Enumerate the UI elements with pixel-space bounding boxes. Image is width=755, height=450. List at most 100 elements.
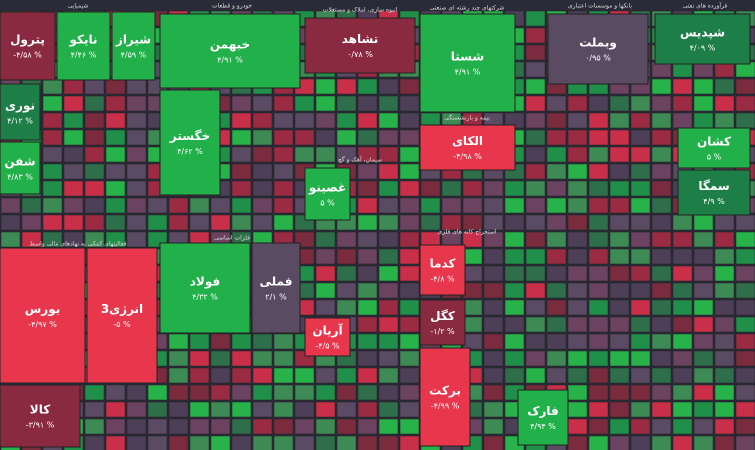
- tile: [0, 83, 41, 141]
- small-tile: [273, 163, 294, 180]
- small-tile: [651, 146, 672, 163]
- small-tile: [588, 197, 609, 214]
- small-tile: [252, 384, 273, 401]
- tile: [304, 17, 416, 74]
- small-tile: [84, 95, 105, 112]
- small-tile: [168, 367, 189, 384]
- small-tile: [189, 197, 210, 214]
- small-tile: [504, 282, 525, 299]
- small-tile: [315, 401, 336, 418]
- small-tile: [630, 299, 651, 316]
- small-tile: [126, 384, 147, 401]
- small-tile: [294, 95, 315, 112]
- small-tile: [336, 248, 357, 265]
- small-tile: [693, 418, 714, 435]
- small-tile: [252, 197, 273, 214]
- small-tile: [42, 163, 63, 180]
- tile-label: کالا: [30, 403, 50, 417]
- small-tile: [336, 299, 357, 316]
- small-tile: [315, 282, 336, 299]
- tile-change: ۴/۵۹ %: [121, 51, 147, 60]
- small-tile: [525, 129, 546, 146]
- small-tile: [147, 401, 168, 418]
- small-tile: [651, 299, 672, 316]
- small-tile: [588, 282, 609, 299]
- small-tile: [735, 95, 755, 112]
- small-tile: [315, 112, 336, 129]
- small-tile: [504, 316, 525, 333]
- small-tile: [210, 197, 231, 214]
- small-tile: [315, 231, 336, 248]
- small-tile: [231, 350, 252, 367]
- small-tile: [273, 384, 294, 401]
- small-tile: [672, 435, 693, 450]
- small-tile: [84, 384, 105, 401]
- small-tile: [231, 401, 252, 418]
- small-tile: [420, 214, 441, 231]
- small-tile: [126, 112, 147, 129]
- small-tile: [357, 418, 378, 435]
- small-tile: [252, 214, 273, 231]
- small-tile: [588, 180, 609, 197]
- small-tile: [651, 435, 672, 450]
- tile-change: -۴/۹۷ %: [28, 320, 57, 329]
- small-tile: [546, 129, 567, 146]
- small-tile: [399, 129, 420, 146]
- small-tile: [273, 95, 294, 112]
- small-tile: [168, 435, 189, 450]
- small-tile: [567, 350, 588, 367]
- small-tile: [378, 231, 399, 248]
- tile-label: کگل: [430, 309, 455, 323]
- small-tile: [651, 384, 672, 401]
- tile: [86, 247, 158, 384]
- small-tile: [609, 180, 630, 197]
- small-tile: [357, 95, 378, 112]
- small-tile: [378, 197, 399, 214]
- small-tile: [693, 333, 714, 350]
- small-tile: [609, 333, 630, 350]
- small-tile: [588, 435, 609, 450]
- small-tile: [42, 95, 63, 112]
- small-tile: [546, 316, 567, 333]
- small-tile: [588, 401, 609, 418]
- small-tile: [609, 265, 630, 282]
- small-tile: [630, 350, 651, 367]
- small-tile: [252, 418, 273, 435]
- small-tile: [504, 197, 525, 214]
- small-tile: [567, 333, 588, 350]
- tile-label: کدما: [430, 257, 456, 271]
- small-tile: [462, 248, 483, 265]
- small-tile: [525, 333, 546, 350]
- small-tile: [399, 163, 420, 180]
- small-tile: [651, 333, 672, 350]
- small-tile: [231, 197, 252, 214]
- tile-label: شفن: [4, 155, 35, 169]
- small-tile: [651, 163, 672, 180]
- small-tile: [651, 265, 672, 282]
- small-tile: [609, 350, 630, 367]
- tile-label: آریان: [312, 323, 343, 338]
- small-tile: [42, 214, 63, 231]
- small-tile: [231, 180, 252, 197]
- small-tile: [105, 112, 126, 129]
- small-tile: [84, 146, 105, 163]
- small-tile: [63, 163, 84, 180]
- small-tile: [546, 282, 567, 299]
- small-tile: [672, 367, 693, 384]
- small-tile: [567, 231, 588, 248]
- small-tile: [567, 180, 588, 197]
- small-tile: [735, 248, 755, 265]
- small-tile: [609, 112, 630, 129]
- small-tile: [252, 350, 273, 367]
- small-tile: [378, 78, 399, 95]
- tile-label: سمگا: [698, 179, 729, 193]
- small-tile: [609, 231, 630, 248]
- tile: [0, 384, 81, 448]
- small-tile: [735, 367, 755, 384]
- small-tile: [315, 367, 336, 384]
- small-tile: [378, 350, 399, 367]
- small-tile: [231, 146, 252, 163]
- tile-label: نوری: [5, 99, 35, 114]
- small-tile: [399, 146, 420, 163]
- small-tile: [105, 418, 126, 435]
